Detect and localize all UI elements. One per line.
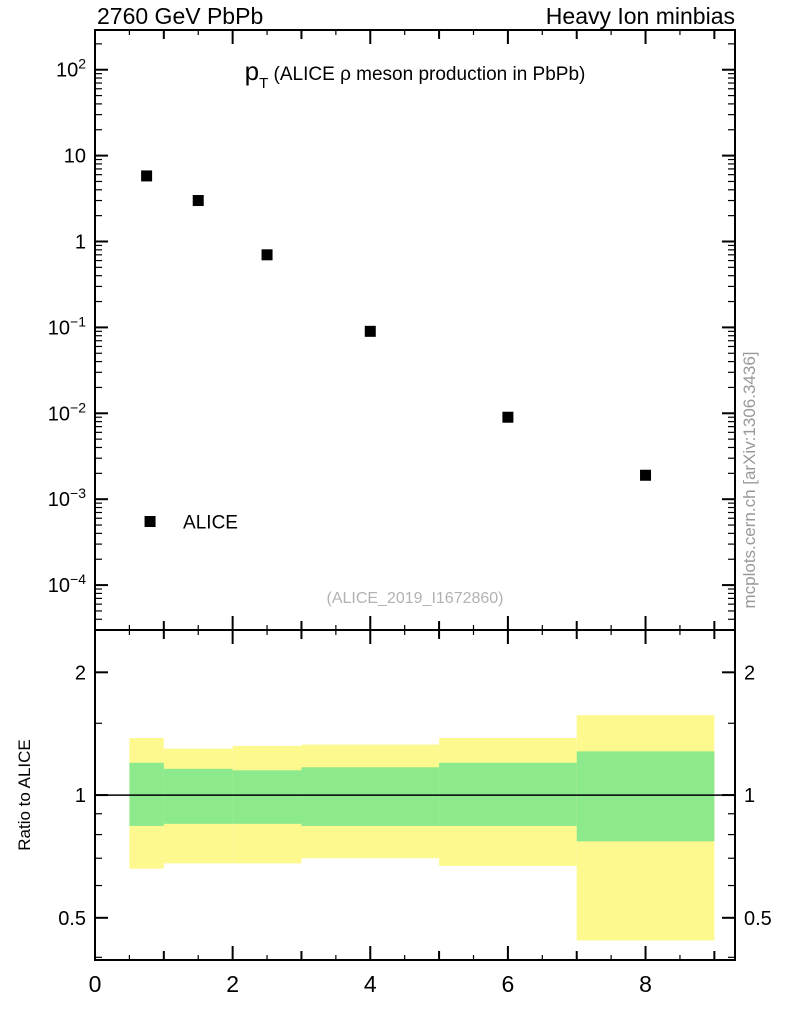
ratio-y-tick-label-right: 1 xyxy=(744,785,755,807)
analysis-annotation: (ALICE_2019_I1672860) xyxy=(326,590,503,607)
main-y-tick-label: 10−1 xyxy=(48,313,86,339)
legend-marker xyxy=(144,515,156,527)
green-band-bin xyxy=(232,770,302,824)
dataset-type-label: Heavy Ion minbias xyxy=(545,3,735,29)
alice-data-points xyxy=(141,170,652,481)
x-tick-label: 0 xyxy=(89,971,102,997)
data-point xyxy=(141,170,153,182)
watermark: mcplots.cern.ch [arXiv:1306.3436] xyxy=(740,351,759,608)
main-y-tick-label: 102 xyxy=(56,56,86,82)
x-tick-label: 4 xyxy=(364,971,377,997)
main-y-tick-label: 10−3 xyxy=(48,485,86,511)
plot-title: pT (ALICE ρ meson production in PbPb) xyxy=(245,56,586,92)
green-band-bin xyxy=(301,767,440,826)
ratio-y-axis xyxy=(95,671,735,958)
x-axis xyxy=(94,30,716,960)
green-band-bin xyxy=(163,768,233,824)
ratio-ylabel: Ratio to ALICE xyxy=(15,739,34,851)
data-point xyxy=(640,469,652,481)
ratio-y-tick-label-right: 2 xyxy=(744,662,755,684)
ratio-bands xyxy=(129,715,715,941)
green-band-bin xyxy=(576,751,715,842)
data-point xyxy=(261,249,273,261)
ratio-y-tick-label-left: 2 xyxy=(75,662,86,684)
data-point xyxy=(364,325,376,337)
data-point xyxy=(192,195,204,207)
legend: ALICE xyxy=(144,512,238,533)
ratio-y-tick-label-left: 0.5 xyxy=(58,908,86,930)
x-tick-label: 6 xyxy=(502,971,515,997)
collision-energy-label: 2760 GeV PbPb xyxy=(97,3,264,29)
x-tick-label: 8 xyxy=(639,971,652,997)
ratio-y-tick-label-right: 0.5 xyxy=(744,908,772,930)
main-y-tick-label: 1 xyxy=(75,232,86,254)
legend-label: ALICE xyxy=(183,512,238,533)
ratio-y-tick-label-left: 1 xyxy=(75,785,86,807)
main-y-tick-label: 10−2 xyxy=(48,399,86,425)
main-y-tick-label: 10−4 xyxy=(48,571,86,597)
main-frame xyxy=(94,29,736,631)
x-tick-label: 2 xyxy=(226,971,239,997)
main-y-tick-label: 10 xyxy=(64,146,86,168)
main-y-axis xyxy=(95,43,735,631)
data-point xyxy=(502,411,514,423)
